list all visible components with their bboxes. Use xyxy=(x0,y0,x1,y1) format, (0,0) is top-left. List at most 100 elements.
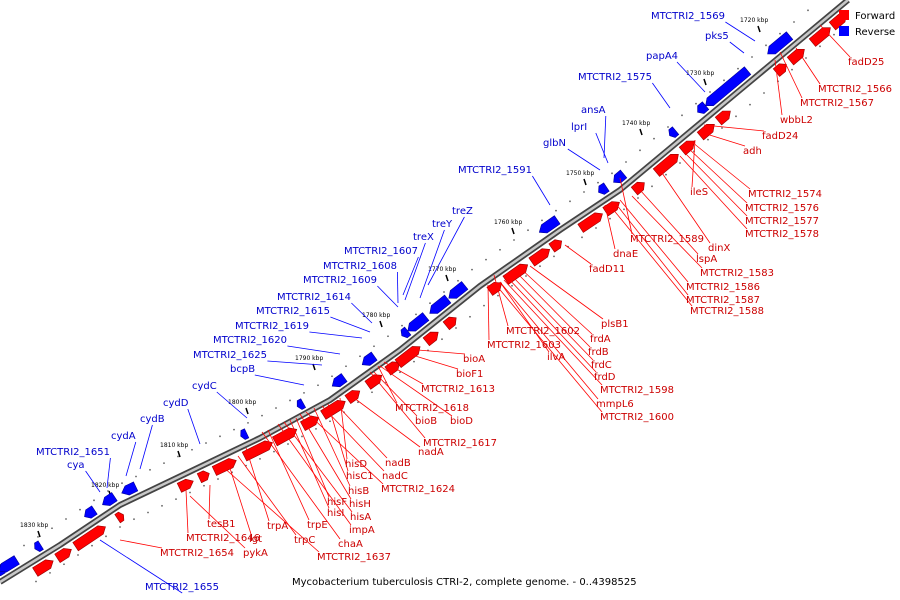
track-dot xyxy=(819,45,821,48)
track-dot xyxy=(443,291,445,293)
leader-line-mtctri2-1637 xyxy=(221,465,320,553)
track-dot xyxy=(149,468,151,471)
track-dot xyxy=(79,508,81,511)
leader-line-bioa xyxy=(417,349,466,355)
leader-line-lspa xyxy=(639,189,699,255)
track-dot xyxy=(749,103,751,106)
forward-gene-arrow xyxy=(696,124,715,141)
gene-label-frdc: frdC xyxy=(591,360,612,371)
leader-line-fadd11 xyxy=(564,244,592,265)
leader-line-biod xyxy=(379,365,453,417)
track-dot xyxy=(441,338,443,341)
track-dot xyxy=(23,544,25,547)
gene-label-trey: treY xyxy=(432,219,453,230)
track-dot xyxy=(707,138,709,141)
gene-label-nadb: nadB xyxy=(385,458,411,469)
gene-label-cydc: cydC xyxy=(192,381,217,392)
track-dot xyxy=(219,435,221,438)
gene-label-plsb1: plsB1 xyxy=(601,319,629,330)
track-dot xyxy=(737,67,739,70)
track-dot xyxy=(287,443,289,445)
gene-label-mtctri2-1620: MTCTRI2_1620 xyxy=(213,335,287,346)
gene-label-dnae: dnaE xyxy=(613,249,638,260)
track-dot xyxy=(259,457,261,460)
gene-label-mtctri2-1646: MTCTRI2_1646 xyxy=(186,533,260,544)
tick-mark xyxy=(757,25,761,33)
track-dot xyxy=(639,149,641,152)
track-dot xyxy=(609,217,611,220)
track-dot xyxy=(455,327,457,329)
tick-mark xyxy=(639,128,643,136)
reverse-gene-arrow xyxy=(331,373,348,388)
gene-label-mtctri2-1574: MTCTRI2_1574 xyxy=(748,189,822,200)
gene-label-cydd: cydD xyxy=(163,398,189,409)
leader-line-lgt xyxy=(227,461,252,535)
track-dot xyxy=(709,91,711,93)
gene-label-frdb: frdB xyxy=(588,347,609,358)
track-dot xyxy=(623,208,625,211)
forward-gene-arrow xyxy=(772,63,787,77)
track-dot xyxy=(133,518,135,521)
gene-label-mtctri2-1577: MTCTRI2_1577 xyxy=(745,216,819,227)
forward-gene-arrow xyxy=(196,470,210,484)
track-dot xyxy=(93,499,95,502)
reverse-gene-arrow xyxy=(598,182,610,195)
leader-line-cyda xyxy=(125,441,137,477)
track-dot xyxy=(651,185,653,188)
leader-line-hisa xyxy=(283,421,353,513)
track-dot xyxy=(457,279,459,282)
gene-label-biof1: bioF1 xyxy=(456,369,483,380)
tick-layer: 1720 kbp 1730 kbp 1740 kbp 1750 kbp 1760 kbp… xyxy=(20,9,835,583)
reverse-gene-arrow xyxy=(102,492,118,506)
gene-label-mtctri2-1591: MTCTRI2_1591 xyxy=(458,165,532,176)
track-dot xyxy=(91,544,93,547)
reverse-gene-arrow xyxy=(668,126,680,138)
backbone xyxy=(0,0,849,584)
track-dot xyxy=(289,399,291,402)
leader-line-mtctri2-1646 xyxy=(185,489,189,534)
track-dot xyxy=(763,92,765,94)
gene-label-frda: frdA xyxy=(590,334,611,345)
track-dot xyxy=(525,275,527,277)
tick-label: 1770 kbp xyxy=(428,266,456,273)
leader-line-mtctri2-1600 xyxy=(495,284,603,413)
leader-line-mmpl6 xyxy=(499,281,599,400)
tick-mark xyxy=(177,450,181,458)
gene-label-mtctri2-1608: MTCTRI2_1608 xyxy=(323,261,397,272)
leader-line-glbn xyxy=(567,148,601,171)
gene-label-trpe: trpE xyxy=(307,520,328,531)
gene-label-trex: treX xyxy=(413,232,434,243)
legend-swatch-forward xyxy=(839,10,849,20)
track-dot xyxy=(721,127,723,129)
leader-line-mtctri2-1567 xyxy=(779,51,803,99)
track-dot xyxy=(119,526,121,528)
gene-label-ilva: ilvA xyxy=(547,352,565,363)
reverse-gene-arrow xyxy=(34,540,44,552)
track-dot xyxy=(303,391,305,394)
leader-line-lpri xyxy=(595,132,609,164)
track-dot xyxy=(247,421,249,424)
tick-mark xyxy=(583,178,587,186)
forward-gene-arrow xyxy=(54,548,72,564)
gene-label-impa: impA xyxy=(349,525,375,536)
leader-line-frdd xyxy=(507,277,597,373)
gene-label-mtctri2-1602: MTCTRI2_1602 xyxy=(506,326,580,337)
leader-line-biob xyxy=(373,371,418,417)
leader-line-mtctri2-1614 xyxy=(351,302,373,324)
gene-label-chaa: chaA xyxy=(338,539,363,550)
leader-line-mtctri2-1615 xyxy=(330,316,371,333)
leader-line-mtctri2-1624 xyxy=(305,411,384,485)
leader-line-plsb1 xyxy=(529,265,604,320)
reverse-gene-arrow xyxy=(538,215,561,234)
track-dot xyxy=(791,68,793,71)
gene-label-mtctri2-1613: MTCTRI2_1613 xyxy=(421,384,495,395)
leader-line-dnae xyxy=(604,204,616,250)
gene-label-mmpl6: mmpL6 xyxy=(596,399,634,410)
tick-mark xyxy=(511,227,515,235)
track-dot xyxy=(611,172,613,175)
label-layer: MTCTRI2_1569 pks5 papA4 MTCTRI2_1575 ansA lpr… xyxy=(36,11,892,593)
leader-line-pyka xyxy=(189,495,246,549)
track-dot xyxy=(329,420,331,423)
leader-line-mtctri2-1620 xyxy=(287,345,341,355)
leader-line-impa xyxy=(277,423,352,526)
